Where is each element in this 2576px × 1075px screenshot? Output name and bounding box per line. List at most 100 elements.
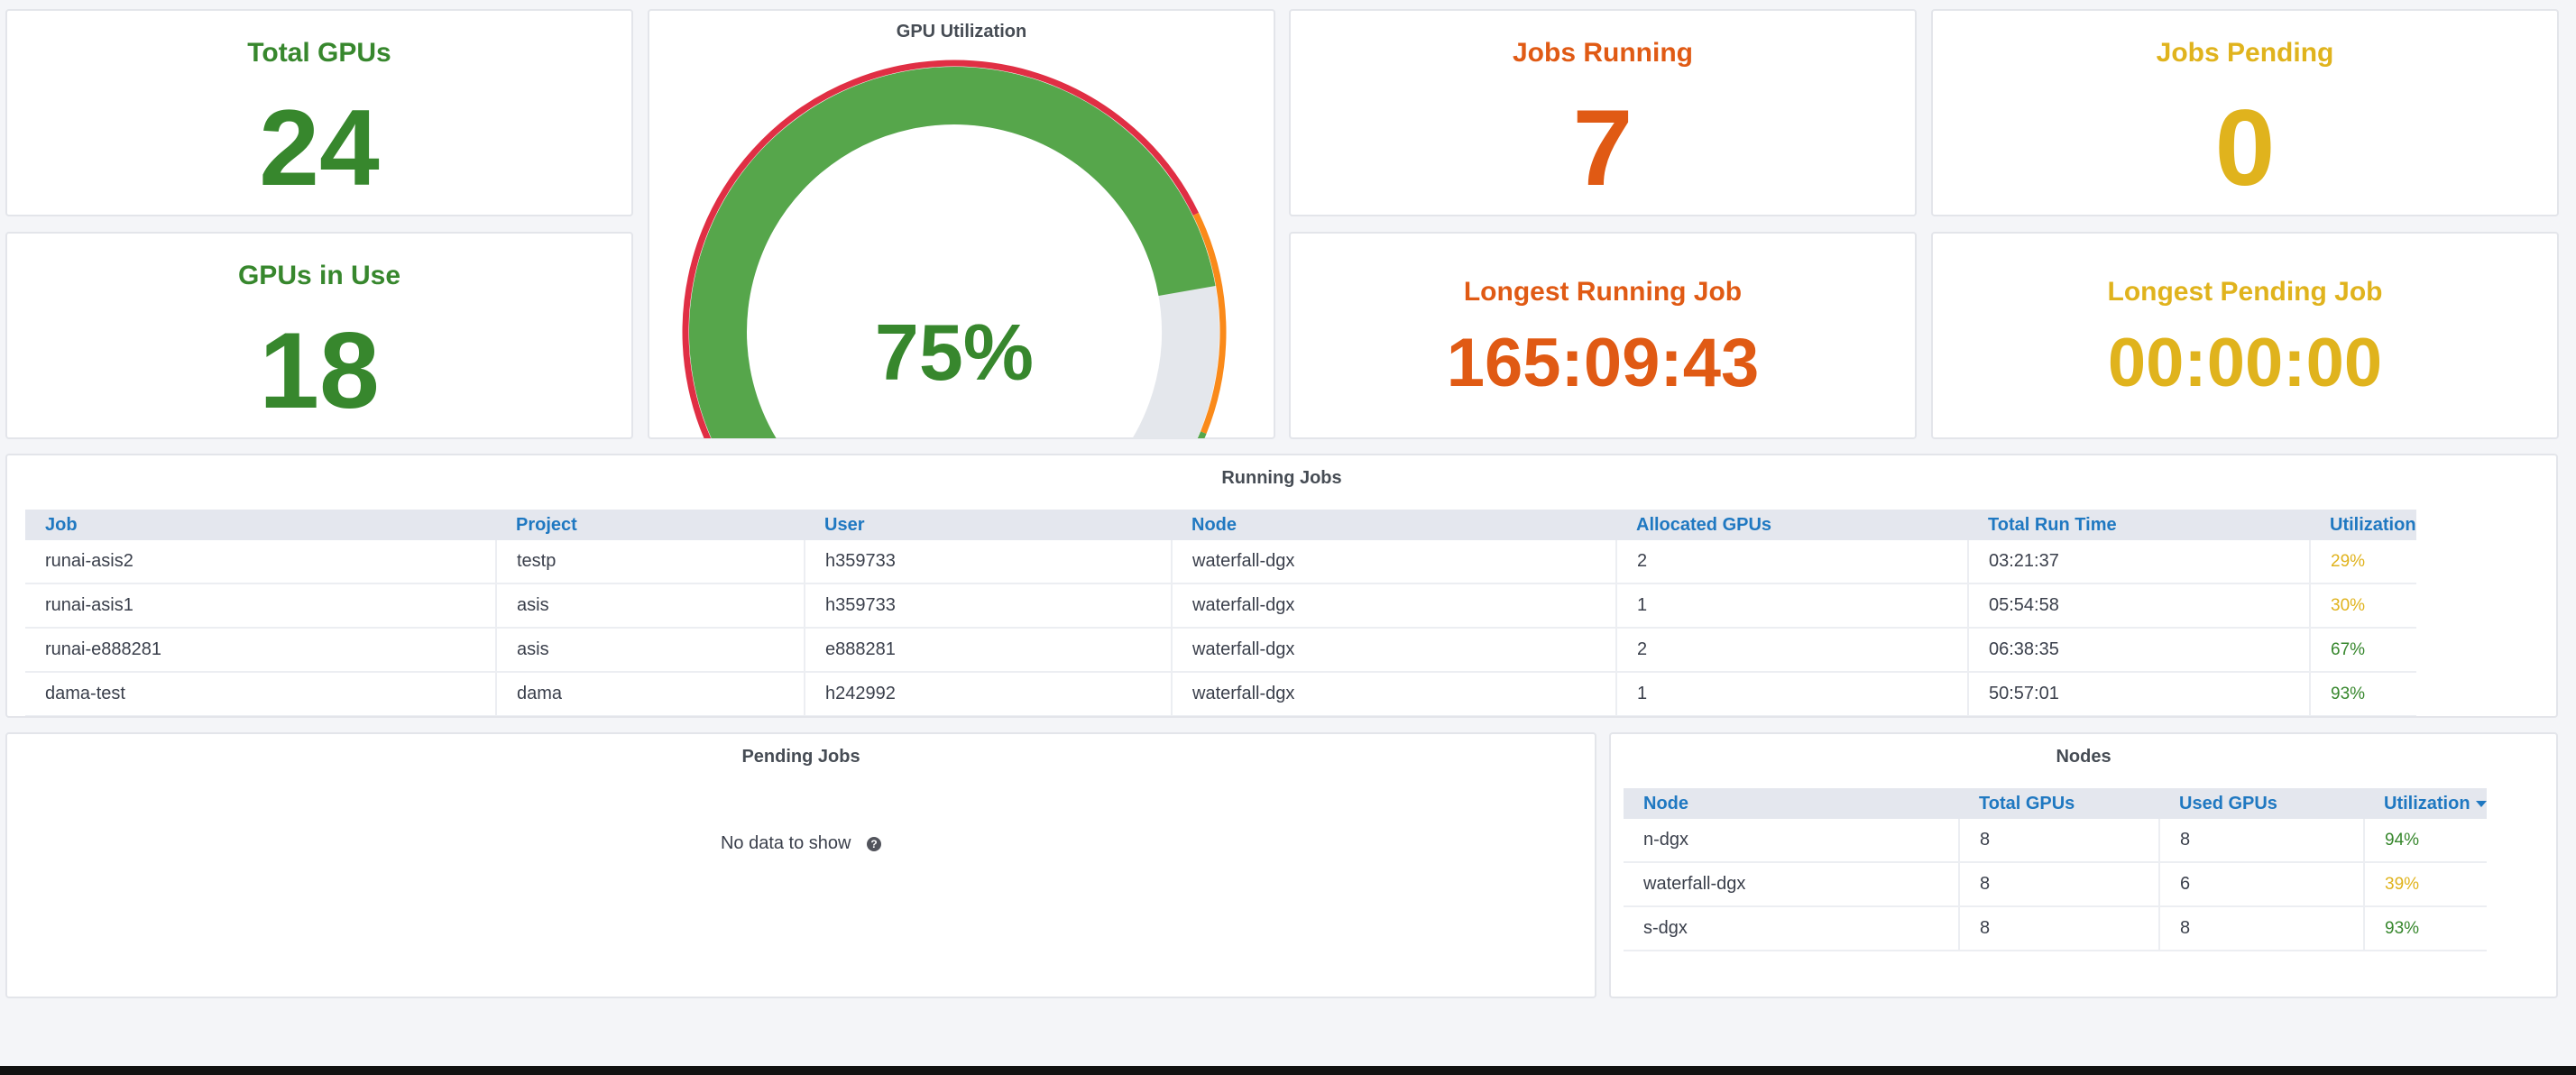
pending-jobs-panel: Pending Jobs No data to show ? — [5, 732, 1596, 998]
allocated-gpus-cell: 2 — [1615, 540, 1968, 584]
column-header-utilization-label: Utilization — [2384, 793, 2470, 813]
column-header-allocated-gpus[interactable]: Allocated GPUs — [1616, 510, 1968, 540]
node-cell: waterfall-dgx — [1171, 628, 1616, 673]
job-cell: dama-test — [25, 672, 496, 716]
run-time-cell: 50:57:01 — [1967, 672, 2310, 716]
column-header-utilization[interactable]: Utilization — [2310, 510, 2416, 540]
user-cell: e888281 — [804, 628, 1172, 673]
running-jobs-title: Running Jobs — [1221, 468, 1342, 488]
gauge-threshold-segment — [682, 60, 1199, 438]
gpu-utilization-title: GPU Utilization — [896, 22, 1027, 41]
nodes-table: Node Total GPUs Used GPUs Utilization n-… — [1624, 788, 2487, 951]
column-header-utilization[interactable]: Utilization — [2364, 788, 2487, 819]
run-time-cell: 06:38:35 — [1967, 628, 2310, 673]
user-cell: h242992 — [804, 672, 1172, 716]
longest-running-job-panel: Longest Running Job 165:09:43 — [1289, 232, 1917, 439]
utilization-cell: 93% — [2363, 906, 2487, 951]
column-header-node[interactable]: Node — [1172, 510, 1616, 540]
job-cell: runai-e888281 — [25, 628, 496, 673]
gauge-threshold-ring — [682, 60, 1227, 438]
utilization-cell: 93% — [2309, 672, 2416, 716]
gpu-utilization-gauge: 75% — [682, 60, 1227, 438]
column-header-node[interactable]: Node — [1624, 788, 1959, 819]
utilization-cell: 67% — [2309, 628, 2416, 673]
run-time-cell: 03:21:37 — [1967, 540, 2310, 584]
run-time-cell: 05:54:58 — [1967, 583, 2310, 629]
jobs-running-panel: Jobs Running 7 — [1289, 9, 1917, 216]
gauge-threshold-segment — [1192, 212, 1227, 434]
table-row: runai-asis1 asis h359733 waterfall-dgx 1… — [25, 583, 2416, 629]
node-cell: waterfall-dgx — [1624, 862, 1959, 907]
table-row: s-dgx 8 8 93% — [1624, 906, 2487, 951]
used-gpus-cell: 8 — [2158, 906, 2364, 951]
node-cell: n-dgx — [1624, 819, 1959, 863]
jobs-pending-value: 0 — [2214, 87, 2276, 208]
longest-pending-job-panel: Longest Pending Job 00:00:00 — [1931, 232, 2559, 439]
project-cell: testp — [495, 540, 805, 584]
nodes-title: Nodes — [2056, 747, 2111, 767]
longest-pending-job-title: Longest Pending Job — [2107, 277, 2383, 307]
job-cell: runai-asis1 — [25, 583, 496, 629]
gpu-utilization-panel: GPU Utilization 75% — [648, 9, 1275, 439]
used-gpus-cell: 6 — [2158, 862, 2364, 907]
allocated-gpus-cell: 1 — [1615, 583, 1968, 629]
running-jobs-table: Job Project User Node Allocated GPUs Tot… — [25, 510, 2416, 716]
column-header-job[interactable]: Job — [25, 510, 496, 540]
jobs-running-title: Jobs Running — [1513, 38, 1693, 68]
allocated-gpus-cell: 2 — [1615, 628, 1968, 673]
column-header-used-gpus[interactable]: Used GPUs — [2159, 788, 2364, 819]
node-cell: waterfall-dgx — [1171, 583, 1616, 629]
total-gpus-panel: Total GPUs 24 — [5, 9, 633, 216]
longest-pending-job-value: 00:00:00 — [2107, 325, 2383, 401]
nodes-panel: Nodes Node Total GPUs Used GPUs Utilizat… — [1609, 732, 2558, 998]
total-gpus-cell: 8 — [1958, 906, 2159, 951]
question-circle-icon[interactable]: ? — [867, 837, 882, 851]
column-header-total-run-time[interactable]: Total Run Time — [1968, 510, 2310, 540]
utilization-cell: 30% — [2309, 583, 2416, 629]
node-cell: s-dgx — [1624, 906, 1959, 951]
node-cell: waterfall-dgx — [1171, 540, 1616, 584]
gpus-in-use-panel: GPUs in Use 18 — [5, 232, 633, 439]
total-gpus-cell: 8 — [1958, 862, 2159, 907]
bottom-bar — [0, 1066, 2576, 1075]
total-gpus-title: Total GPUs — [247, 38, 391, 68]
utilization-cell: 39% — [2363, 862, 2487, 907]
longest-running-job-title: Longest Running Job — [1463, 277, 1743, 307]
table-header-row: Node Total GPUs Used GPUs Utilization — [1624, 788, 2487, 819]
table-row: runai-asis2 testp h359733 waterfall-dgx … — [25, 540, 2416, 584]
job-cell: runai-asis2 — [25, 540, 496, 584]
gpus-in-use-value: 18 — [259, 310, 380, 431]
total-gpus-cell: 8 — [1958, 819, 2159, 863]
user-cell: h359733 — [804, 583, 1172, 629]
gpus-in-use-title: GPUs in Use — [237, 261, 401, 290]
pending-jobs-title: Pending Jobs — [741, 747, 860, 767]
utilization-cell: 29% — [2309, 540, 2416, 584]
caret-down-icon — [2475, 800, 2487, 807]
project-cell: asis — [495, 628, 805, 673]
table-header-row: Job Project User Node Allocated GPUs Tot… — [25, 510, 2416, 540]
jobs-pending-panel: Jobs Pending 0 — [1931, 9, 2559, 216]
total-gpus-value: 24 — [259, 87, 380, 208]
used-gpus-cell: 8 — [2158, 819, 2364, 863]
column-header-user[interactable]: User — [805, 510, 1172, 540]
table-row: dama-test dama h242992 waterfall-dgx 1 5… — [25, 672, 2416, 716]
table-row: n-dgx 8 8 94% — [1624, 819, 2487, 863]
project-cell: dama — [495, 672, 805, 716]
no-data-message: No data to show ? — [7, 833, 1595, 854]
column-header-project[interactable]: Project — [496, 510, 805, 540]
no-data-text: No data to show — [720, 833, 851, 853]
allocated-gpus-cell: 1 — [1615, 672, 1968, 716]
column-header-total-gpus[interactable]: Total GPUs — [1959, 788, 2159, 819]
gauge-value-arc — [689, 67, 1216, 438]
utilization-cell: 94% — [2363, 819, 2487, 863]
jobs-running-value: 7 — [1572, 87, 1633, 208]
running-jobs-panel: Running Jobs Job Project User Node Alloc… — [5, 454, 2558, 718]
user-cell: h359733 — [804, 540, 1172, 584]
table-row: runai-e888281 asis e888281 waterfall-dgx… — [25, 628, 2416, 673]
table-row: waterfall-dgx 8 6 39% — [1624, 862, 2487, 907]
longest-running-job-value: 165:09:43 — [1446, 325, 1760, 401]
project-cell: asis — [495, 583, 805, 629]
jobs-pending-title: Jobs Pending — [2156, 38, 2334, 68]
node-cell: waterfall-dgx — [1171, 672, 1616, 716]
gauge-value-text: 75% — [875, 308, 1034, 397]
